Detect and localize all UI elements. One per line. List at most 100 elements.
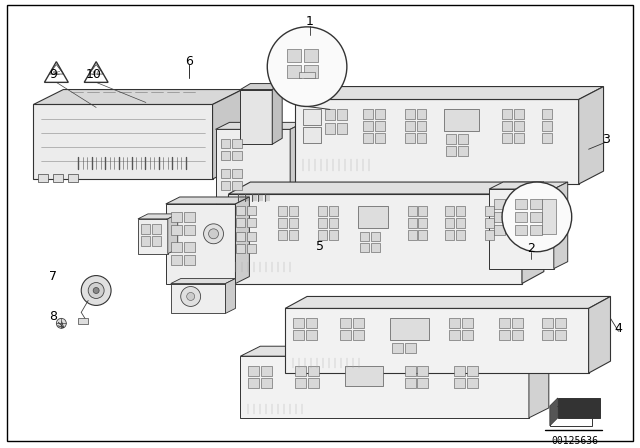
Bar — [304, 65, 318, 78]
Bar — [171, 242, 182, 252]
Bar — [371, 243, 380, 252]
Polygon shape — [241, 346, 549, 356]
Polygon shape — [529, 346, 549, 418]
Bar — [371, 232, 380, 241]
Bar — [512, 330, 523, 340]
Bar — [289, 206, 298, 216]
Polygon shape — [241, 356, 529, 418]
Bar — [325, 123, 335, 134]
Bar — [221, 181, 230, 190]
Polygon shape — [44, 62, 68, 82]
Bar — [353, 330, 364, 340]
Polygon shape — [236, 197, 250, 284]
Bar — [508, 199, 519, 209]
Bar — [404, 378, 415, 388]
Polygon shape — [228, 182, 544, 194]
Bar — [485, 218, 494, 228]
Circle shape — [204, 224, 223, 244]
Bar — [221, 139, 230, 148]
Bar — [514, 134, 524, 143]
Bar — [555, 319, 566, 328]
Bar — [404, 121, 415, 131]
Polygon shape — [212, 90, 243, 179]
Polygon shape — [295, 86, 604, 99]
Bar — [363, 109, 372, 119]
Bar — [444, 109, 479, 131]
Bar — [221, 151, 230, 160]
Text: 6: 6 — [185, 55, 193, 68]
Bar — [499, 319, 510, 328]
Bar — [248, 366, 259, 376]
Bar — [515, 212, 527, 222]
Bar — [363, 121, 372, 131]
Bar — [542, 109, 552, 119]
Bar — [236, 244, 245, 253]
Bar — [38, 174, 49, 182]
Bar — [303, 109, 321, 125]
Bar — [306, 330, 317, 340]
Bar — [515, 225, 527, 235]
Text: 8: 8 — [49, 310, 58, 323]
Bar — [542, 319, 553, 328]
Bar — [232, 169, 243, 178]
Polygon shape — [589, 297, 611, 373]
Bar — [417, 366, 428, 376]
Bar — [236, 206, 245, 215]
Bar — [446, 134, 456, 144]
Bar — [248, 218, 257, 227]
Bar — [404, 366, 415, 376]
Bar — [232, 151, 243, 160]
Bar — [304, 49, 318, 62]
Polygon shape — [554, 182, 568, 269]
Bar — [458, 146, 468, 156]
Bar — [248, 206, 257, 215]
Bar — [494, 225, 505, 235]
Bar — [449, 319, 460, 328]
Polygon shape — [489, 182, 568, 189]
Bar — [392, 343, 403, 353]
Polygon shape — [171, 284, 225, 314]
Polygon shape — [272, 84, 282, 144]
Bar — [419, 230, 428, 240]
Bar — [340, 330, 351, 340]
Polygon shape — [550, 398, 558, 426]
Polygon shape — [558, 398, 600, 418]
Polygon shape — [225, 279, 236, 314]
Bar — [236, 232, 245, 241]
Bar — [278, 230, 287, 240]
Bar — [295, 366, 306, 376]
Bar — [152, 236, 161, 246]
Bar — [445, 218, 454, 228]
Bar — [390, 319, 429, 340]
Circle shape — [81, 276, 111, 306]
Bar — [360, 232, 369, 241]
Polygon shape — [579, 86, 604, 184]
Bar — [485, 230, 494, 240]
Polygon shape — [295, 99, 579, 184]
Polygon shape — [216, 122, 304, 129]
Bar — [248, 378, 259, 388]
Bar — [293, 330, 304, 340]
Bar — [542, 330, 553, 340]
Bar — [467, 378, 478, 388]
Bar — [514, 109, 524, 119]
Bar — [408, 230, 417, 240]
Bar — [374, 109, 385, 119]
Circle shape — [180, 287, 200, 306]
Bar — [318, 230, 327, 240]
Bar — [308, 366, 319, 376]
Polygon shape — [166, 197, 250, 204]
Text: 2: 2 — [527, 242, 535, 255]
Bar — [417, 109, 426, 119]
Bar — [318, 206, 327, 216]
Bar — [171, 212, 182, 222]
Circle shape — [88, 283, 104, 298]
Bar — [236, 218, 245, 227]
Bar — [512, 319, 523, 328]
Text: 3: 3 — [602, 133, 609, 146]
Bar — [467, 366, 478, 376]
Text: 3°C: 3°C — [92, 71, 100, 76]
Bar — [555, 330, 566, 340]
Circle shape — [187, 293, 195, 301]
Bar — [152, 224, 161, 234]
